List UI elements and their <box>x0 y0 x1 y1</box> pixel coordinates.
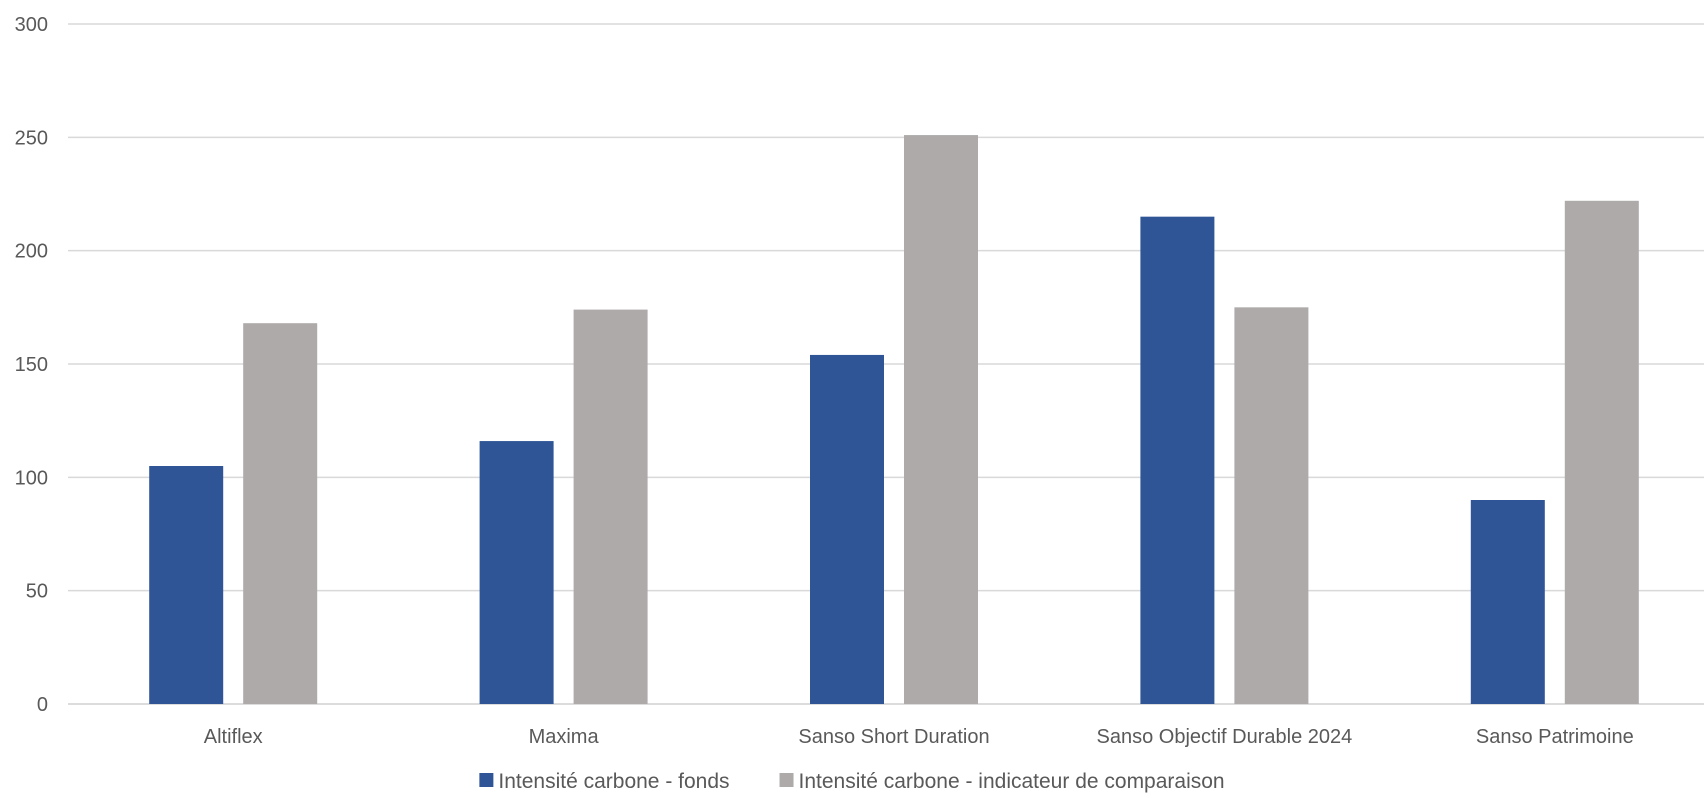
legend-label: Intensité carbone - indicateur de compar… <box>799 770 1225 793</box>
x-axis-tick-labels: Altiflex Maxima Sanso Short Duration Sanso … <box>204 726 1634 748</box>
y-tick-label: 250 <box>15 127 48 149</box>
legend: Intensité carbone - fonds Intensité carbo… <box>479 770 1225 793</box>
bars <box>149 135 1639 705</box>
legend-label: Intensité carbone - fonds <box>498 770 729 793</box>
x-tick-label: Sanso Objectif Durable 2024 <box>1097 726 1353 748</box>
y-tick-label: 300 <box>15 14 48 36</box>
x-tick-label: Altiflex <box>204 726 263 748</box>
gridlines <box>68 23 1704 705</box>
y-tick-label: 50 <box>26 581 48 603</box>
bar-indicateur-1 <box>573 309 648 704</box>
x-tick-label: Sanso Patrimoine <box>1476 726 1634 748</box>
bar-fonds-2 <box>810 354 884 704</box>
bar-fonds-4 <box>1470 500 1545 704</box>
bar-fonds-3 <box>1140 216 1215 704</box>
y-tick-label: 200 <box>15 241 48 263</box>
legend-item: Intensité carbone - indicateur de compar… <box>779 770 1225 793</box>
x-tick-label: Maxima <box>529 726 600 748</box>
bar-indicateur-4 <box>1564 200 1639 705</box>
legend-swatch <box>479 773 494 787</box>
y-tick-label: 100 <box>15 467 48 489</box>
y-tick-label: 0 <box>37 694 48 716</box>
bar-indicateur-0 <box>243 323 318 704</box>
bar-fonds-0 <box>149 466 224 704</box>
y-axis-tick-labels: 0 50 100 150 200 250 300 <box>15 14 48 716</box>
legend-swatch <box>779 773 794 787</box>
bar-fonds-1 <box>479 441 554 704</box>
y-tick-label: 150 <box>15 354 48 376</box>
bar-indicateur-2 <box>904 135 978 705</box>
bar-indicateur-3 <box>1234 307 1309 704</box>
legend-item: Intensité carbone - fonds <box>479 770 730 793</box>
x-tick-label: Sanso Short Duration <box>798 726 989 748</box>
